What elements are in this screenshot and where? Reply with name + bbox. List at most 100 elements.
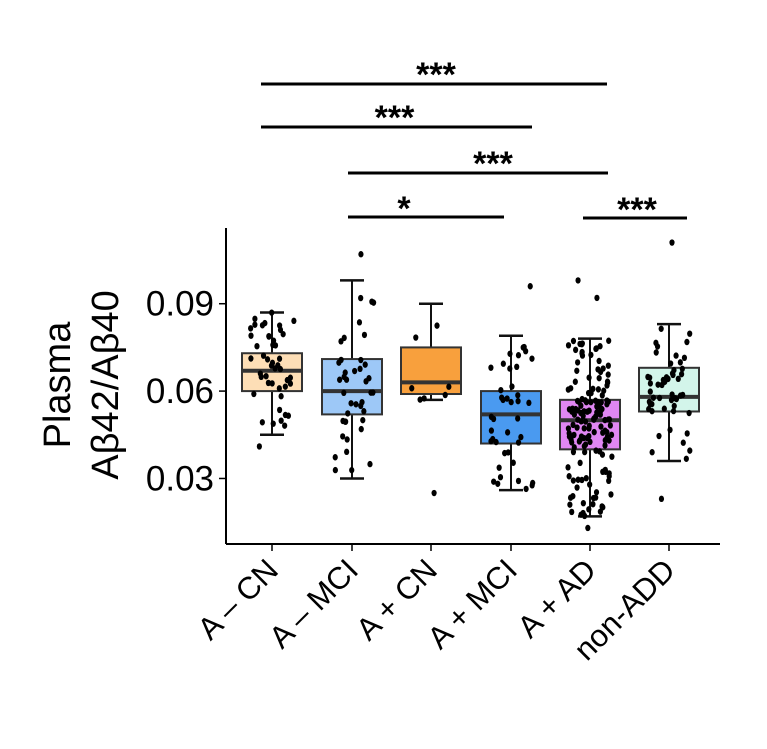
data-point <box>515 352 522 359</box>
data-point <box>248 332 254 339</box>
data-point <box>605 362 611 369</box>
data-point <box>581 408 587 415</box>
data-point <box>499 394 505 401</box>
data-point <box>588 351 594 359</box>
data-point <box>515 439 522 446</box>
data-point <box>586 506 592 513</box>
data-point <box>582 441 589 448</box>
outlier-point <box>669 239 675 246</box>
data-point <box>578 511 584 518</box>
data-point <box>362 361 368 368</box>
data-point <box>570 477 576 484</box>
data-point <box>357 365 363 373</box>
data-point <box>575 476 581 483</box>
data-point <box>609 453 615 460</box>
data-point <box>515 392 521 399</box>
data-point <box>277 365 284 373</box>
data-point <box>282 383 288 390</box>
data-point <box>265 379 272 387</box>
data-point <box>254 342 260 350</box>
data-point <box>508 398 514 406</box>
data-point <box>680 391 686 399</box>
data-point <box>571 411 577 418</box>
x-tick-label: A – MCI <box>262 552 365 655</box>
data-point <box>361 331 368 339</box>
data-point <box>671 366 677 374</box>
box-2 <box>400 302 462 402</box>
data-point <box>358 356 364 364</box>
data-point <box>580 499 586 507</box>
significance-bracket: *** <box>348 145 608 183</box>
data-point <box>340 417 346 425</box>
data-point <box>565 464 571 471</box>
significance-label: *** <box>375 99 415 137</box>
data-point <box>569 508 575 516</box>
data-point <box>574 424 580 431</box>
data-point <box>579 348 585 356</box>
data-point <box>658 325 664 332</box>
data-point <box>343 376 350 383</box>
data-point <box>488 364 494 371</box>
data-point <box>587 481 593 488</box>
data-point <box>604 397 610 404</box>
outlier-point <box>594 294 600 302</box>
y-axis-label-line-2: Aβ42/Aβ40 <box>85 290 127 480</box>
data-point <box>655 381 661 388</box>
data-point <box>671 402 677 410</box>
data-point <box>337 376 343 383</box>
data-point <box>507 350 513 357</box>
data-point <box>515 415 521 422</box>
data-point <box>683 455 689 462</box>
data-point <box>580 412 586 420</box>
data-point <box>341 334 347 342</box>
data-point <box>570 421 576 429</box>
data-point <box>661 405 667 412</box>
data-point <box>595 366 601 373</box>
data-point <box>358 425 364 433</box>
data-point <box>349 466 355 474</box>
data-point <box>356 319 363 326</box>
data-point <box>497 473 504 481</box>
data-point <box>259 419 265 426</box>
data-point <box>680 439 686 446</box>
data-point <box>574 484 580 491</box>
data-point <box>518 433 524 441</box>
data-point <box>491 478 497 485</box>
data-point <box>647 380 653 387</box>
data-point <box>259 322 266 329</box>
data-point <box>515 397 521 405</box>
data-point <box>567 501 573 508</box>
data-point <box>358 402 364 410</box>
data-point <box>567 432 573 439</box>
significance-bracket: *** <box>261 99 532 137</box>
data-point <box>520 344 526 351</box>
data-point <box>526 399 532 407</box>
data-point <box>500 360 506 367</box>
data-point <box>586 425 592 432</box>
data-point <box>569 439 575 446</box>
data-point <box>282 422 288 429</box>
data-point <box>590 494 597 502</box>
outlier-point <box>256 443 262 450</box>
data-point <box>272 365 278 372</box>
data-point <box>650 394 657 401</box>
data-point <box>353 401 359 408</box>
y-axis-label-line-1: Plasma <box>37 321 79 449</box>
data-point <box>606 337 612 344</box>
data-point <box>332 454 338 461</box>
data-point <box>647 388 653 395</box>
data-point <box>251 390 257 398</box>
data-point <box>488 438 494 445</box>
data-point <box>269 380 275 387</box>
data-point <box>670 371 676 379</box>
data-point <box>252 321 258 328</box>
data-point <box>591 416 597 423</box>
data-point <box>577 436 583 444</box>
data-point <box>488 427 495 434</box>
data-point <box>587 438 593 446</box>
outlier-point <box>658 495 665 503</box>
data-point <box>579 476 585 484</box>
data-point <box>653 339 659 347</box>
significance-bracket: * <box>348 190 504 228</box>
data-point <box>675 375 681 383</box>
